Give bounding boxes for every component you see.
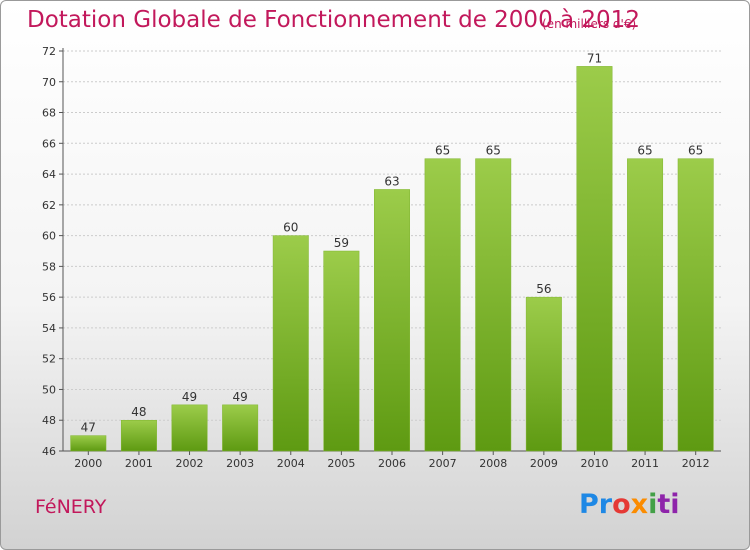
chart-subtitle: (en milliers d'€) — [542, 17, 637, 31]
y-tick-label: 64 — [42, 168, 56, 181]
bar-value-label: 49 — [182, 390, 197, 404]
y-tick-label: 48 — [42, 414, 56, 427]
chart-title: Dotation Globale de Fonctionnement de 20… — [27, 7, 640, 33]
labels: 46 48 50 52 54 56 58 60 62 64 66 68 70 72 47 2000 48 2001… — [42, 45, 710, 470]
y-tick-label: 56 — [42, 291, 56, 304]
bar — [120, 419, 157, 452]
bar-value-label: 56 — [536, 282, 551, 296]
y-tick-label: 54 — [42, 322, 56, 335]
x-tick-label: 2011 — [631, 457, 659, 470]
x-tick-label: 2003 — [226, 457, 254, 470]
logo-part: i — [648, 489, 658, 520]
bars — [70, 66, 714, 452]
bar — [222, 404, 259, 452]
x-tick-label: 2005 — [327, 457, 355, 470]
proxiti-logo: Proxiti — [579, 489, 680, 520]
bar — [323, 250, 360, 452]
bar-value-label: 71 — [587, 51, 602, 65]
y-tick-label: 50 — [42, 383, 56, 396]
logo-part: ti — [657, 489, 680, 520]
bar — [272, 235, 309, 452]
logo-part: o — [612, 489, 631, 520]
y-tick-label: 46 — [42, 445, 56, 458]
bar-value-label: 65 — [637, 144, 652, 158]
y-tick-label: 66 — [42, 137, 56, 150]
x-tick-label: 2000 — [74, 457, 102, 470]
bar-value-label: 65 — [486, 144, 501, 158]
bar-value-label: 49 — [233, 390, 248, 404]
bar — [627, 158, 664, 452]
logo-part: x — [630, 489, 649, 520]
x-tick-label: 2001 — [125, 457, 153, 470]
bar — [525, 296, 562, 452]
x-tick-label: 2006 — [378, 457, 406, 470]
x-tick-label: 2002 — [176, 457, 204, 470]
y-tick-label: 62 — [42, 199, 56, 212]
bar — [70, 435, 107, 452]
x-tick-label: 2004 — [277, 457, 305, 470]
bar-value-label: 63 — [384, 174, 399, 188]
y-tick-label: 70 — [42, 76, 56, 89]
bar — [171, 404, 208, 452]
y-tick-label: 58 — [42, 260, 56, 273]
x-tick-label: 2008 — [479, 457, 507, 470]
x-tick-label: 2012 — [682, 457, 710, 470]
bar — [677, 158, 714, 452]
y-tick-label: 60 — [42, 230, 56, 243]
y-tick-label: 52 — [42, 353, 56, 366]
bar-value-label: 47 — [81, 421, 96, 435]
bar-value-label: 65 — [435, 144, 450, 158]
bar — [424, 158, 461, 452]
x-tick-label: 2010 — [580, 457, 608, 470]
y-tick-label: 68 — [42, 107, 56, 120]
bar — [374, 189, 410, 452]
y-tick-label: 72 — [42, 45, 56, 58]
bar-value-label: 48 — [131, 405, 146, 419]
logo-part: Pr — [579, 489, 613, 520]
x-tick-label: 2007 — [429, 457, 457, 470]
bar-value-label: 60 — [283, 221, 298, 235]
bar-value-label: 59 — [334, 236, 349, 250]
bar-value-label: 65 — [688, 144, 703, 158]
commune-name: FéNERY — [35, 496, 107, 518]
bar — [475, 158, 512, 452]
bar — [576, 66, 613, 452]
x-tick-label: 2009 — [530, 457, 558, 470]
